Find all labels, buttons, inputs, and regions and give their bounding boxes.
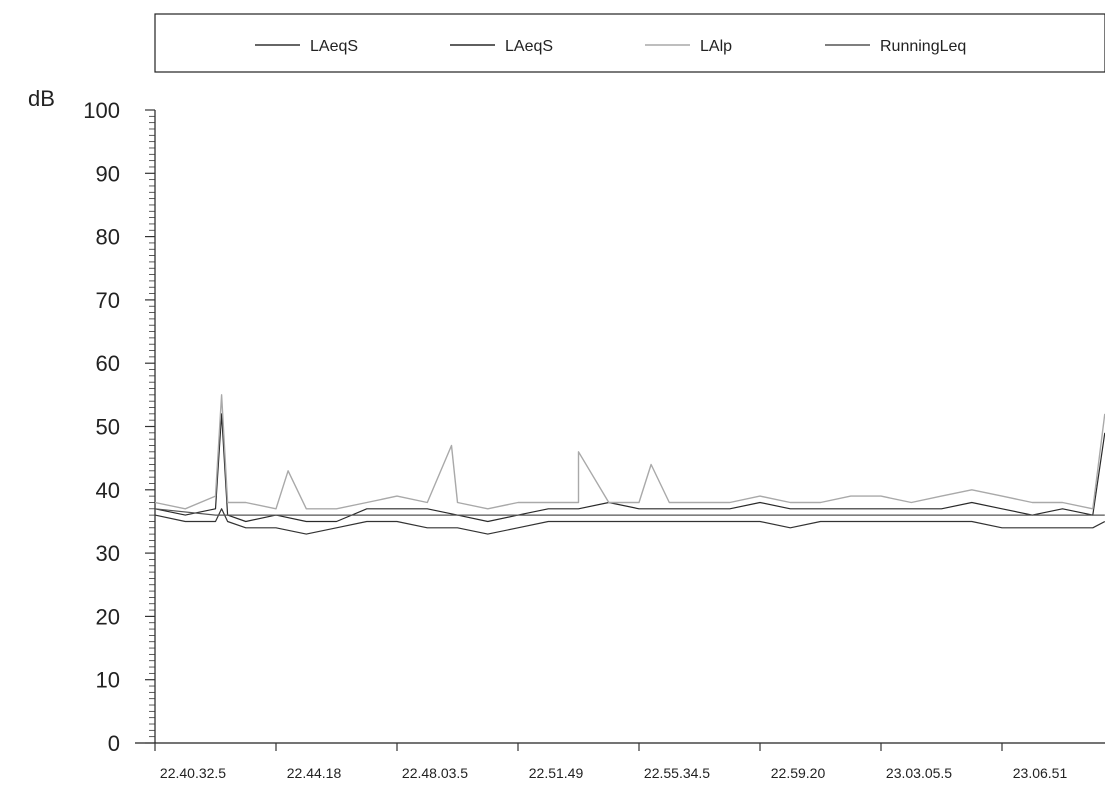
y-tick-label: 60 — [96, 351, 120, 376]
x-tick-label: 22.51.49 — [529, 765, 584, 781]
y-tick-label: 90 — [96, 161, 120, 186]
plot-area — [154, 394, 1105, 535]
series-line — [154, 394, 1105, 510]
y-tick-label: 30 — [96, 541, 120, 566]
y-tick-label: 80 — [96, 225, 120, 250]
series-line — [154, 413, 1105, 523]
legend-box — [154, 13, 1105, 73]
legend-label: LAeqS — [505, 38, 553, 55]
legend-label: RunningLeq — [880, 38, 966, 55]
y-tick-label: 70 — [96, 288, 120, 313]
x-tick-label: 22.40.32.5 — [160, 765, 226, 781]
y-axis: 0 10 20 30 40 50 60 70 80 90 100 — [83, 98, 155, 756]
legend: LAeqS LAeqS LAlp RunningLeq — [255, 38, 966, 55]
x-tick-label: 23.03.05.5 — [886, 765, 952, 781]
x-tick-label: 22.44.18 — [287, 765, 342, 781]
y-tick-label: 0 — [108, 731, 120, 756]
y-axis-label: dB — [28, 86, 55, 111]
y-tick-label: 20 — [96, 604, 120, 629]
axes — [135, 110, 1105, 744]
y-tick-label: 50 — [96, 415, 120, 440]
y-tick-label: 40 — [96, 478, 120, 503]
legend-label: LAlp — [700, 38, 732, 55]
series-line — [154, 508, 1105, 516]
x-tick-label: 22.59.20 — [771, 765, 826, 781]
y-tick-label: 10 — [96, 668, 120, 693]
series-line — [154, 508, 1105, 535]
x-tick-label: 23.06.51 — [1013, 765, 1068, 781]
x-tick-label: 22.55.34.5 — [644, 765, 710, 781]
x-tick-label: 22.48.03.5 — [402, 765, 468, 781]
legend-label: LAeqS — [310, 38, 358, 55]
x-axis: 22.40.32.5 22.44.18 22.48.03.5 22.51.49 22.5… — [154, 743, 1068, 781]
y-tick-label: 100 — [83, 98, 120, 123]
